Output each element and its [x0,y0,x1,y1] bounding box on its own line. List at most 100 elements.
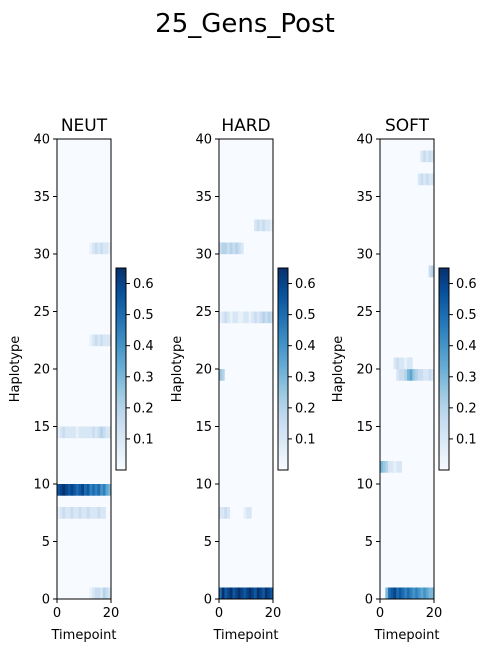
heatmap-cell [428,173,432,186]
heatmap-cell [262,219,266,232]
heatmap-cell [415,587,419,600]
x-tick-label: 20 [426,606,443,621]
heatmap-cell [246,311,249,324]
heatmap-cell [97,507,101,519]
colorbar-frame [277,267,289,471]
heatmap-cell [380,461,383,473]
heatmap-cell [108,426,112,439]
colorbar-gradient [278,268,288,470]
heatmap-cell [264,219,268,232]
heatmap-cell [264,587,268,600]
heatmap-cell [235,242,239,255]
y-tick-label: 10 [356,478,373,493]
heatmap-cell [224,311,228,324]
heatmap-cell [227,507,231,519]
heatmap-cell [102,426,106,439]
heatmap-cell [89,587,93,600]
heatmap-cell [219,587,222,600]
heatmap-cell [401,587,405,600]
heatmap-cell [423,173,427,186]
heatmap-cell [97,334,101,347]
heatmap-cell [70,426,74,439]
colorbar: 0.1 0.2 0.3 0.4 0.5 0.6 [438,267,477,471]
colorbar-tick-label: 0.5 [456,308,477,323]
heatmap-cell [70,507,74,519]
panel-title: HARD [221,116,270,136]
heatmap-cell [404,587,408,600]
heatmap-cell [92,426,96,439]
heatmap-cell [412,587,416,600]
heatmap-cell [388,587,392,600]
heatmap-cell [254,587,258,600]
x-tick-label: 20 [103,606,120,621]
heatmap-cell [235,311,239,324]
heatmap-cell [398,369,402,381]
heatmap-cell [407,357,410,370]
heatmap-cell [108,484,112,496]
heatmap-cell [385,461,389,473]
heatmap-cell [264,311,268,324]
heatmap-cell [248,311,252,324]
heatmap-cell [219,242,222,255]
heatmap-cell [105,484,109,496]
heatmap-cell [100,242,104,255]
heatmap-panel-hard: HARD 0 5 10 15 20 25 30 35 40 0 20 Timepoint Haplotyp… [170,116,316,643]
heatmap-cell [398,461,402,473]
heatmap-cell [396,357,400,370]
heatmap-cell [97,484,101,496]
heatmap-cell [102,507,106,519]
heatmap-cell [431,150,435,163]
heatmap-cell [428,265,432,278]
heatmap-cell [259,587,263,600]
heatmap-cell [89,484,93,496]
x-axis-label: Timepoint [51,628,117,643]
y-tick-label: 30 [33,248,50,263]
colorbar-tick-label: 0.6 [133,277,154,292]
heatmap-cell [398,587,402,600]
x-axis-label: Timepoint [374,628,440,643]
colorbar-tick-label: 0.3 [295,370,316,385]
heatmap-cell [423,369,427,381]
heatmap-cell [227,311,231,324]
colorbar: 0.1 0.2 0.3 0.4 0.5 0.6 [277,267,316,471]
heatmap-cell [81,484,85,496]
heatmap-cell [227,242,231,255]
heatmap-cell [100,334,104,347]
heatmap-cell [78,426,82,439]
heatmap-cell [221,507,225,519]
heatmap-cell [81,426,85,439]
heatmap-cell [237,587,241,600]
heatmap-cell [267,311,271,324]
heatmap-cell [256,587,260,600]
heatmap-cell [94,587,98,600]
heatmap-cell [229,242,233,255]
panel-title: NEUT [61,116,108,136]
y-tick-label: 25 [33,305,50,320]
heatmap-cell [390,587,394,600]
heatmap-cell [219,507,222,519]
heatmap-cell [409,587,413,600]
heatmap-panel-neut: NEUT 0 5 10 15 20 25 30 35 40 0 20 Timepoint Haplotyp… [8,116,154,643]
y-axis-label: Haplotype [331,336,346,403]
heatmap-cell [92,484,96,496]
heatmap-cell [423,587,427,600]
heatmap-cell [59,484,63,496]
heatmap-cell [251,311,255,324]
heatmap-cell [428,150,432,163]
heatmap-cell [382,461,386,473]
heatmap-cell [108,334,112,347]
heatmap-cell [425,587,429,600]
heatmap-cell [254,219,258,232]
y-tick-label: 20 [356,363,373,378]
heatmap-cell [81,507,85,519]
colorbar-tick-label: 0.5 [295,308,316,323]
y-tick-label: 25 [356,305,373,320]
heatmap-cell [78,484,82,496]
heatmap-cell [246,507,249,519]
heatmap-cell [420,173,424,186]
y-tick-label: 10 [195,478,212,493]
heatmap-cell [251,587,255,600]
heatmap-cell [89,426,93,439]
heatmap-cell [388,461,392,473]
heatmap-cell [94,484,98,496]
